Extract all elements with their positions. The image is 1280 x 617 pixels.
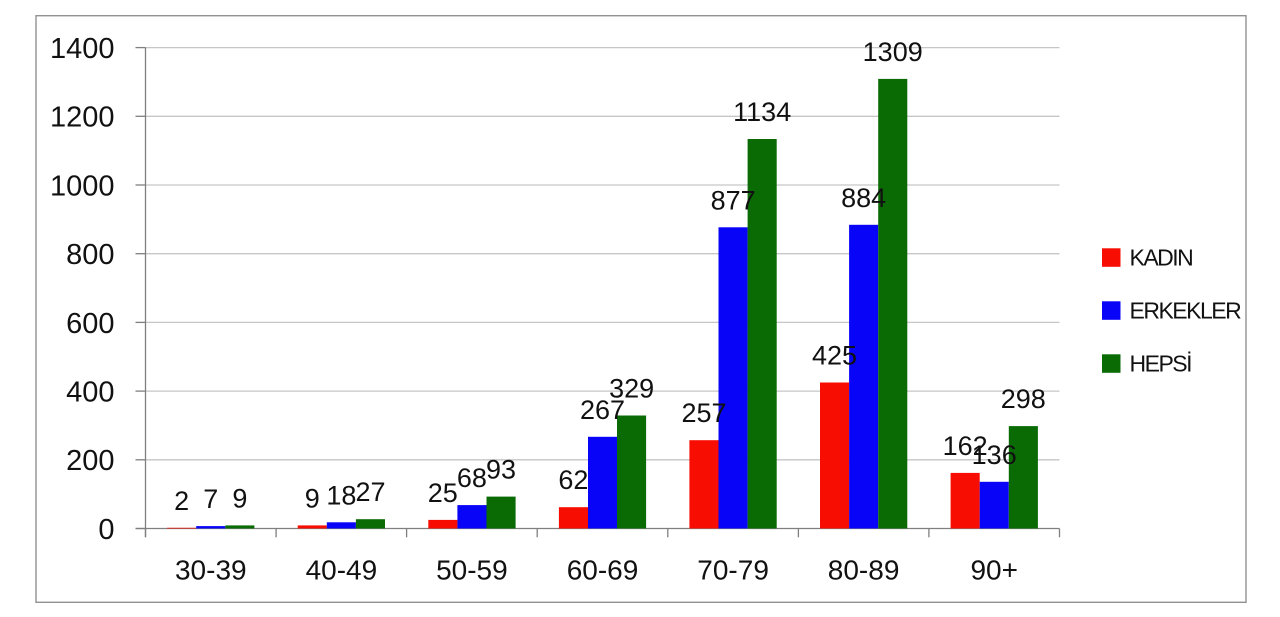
svg-text:257: 257 xyxy=(681,398,726,428)
svg-text:50-59: 50-59 xyxy=(436,555,508,586)
svg-text:62: 62 xyxy=(558,465,588,495)
svg-text:18: 18 xyxy=(326,480,356,510)
svg-text:1200: 1200 xyxy=(50,102,115,134)
svg-text:800: 800 xyxy=(66,239,114,271)
svg-text:884: 884 xyxy=(841,183,886,213)
svg-text:90+: 90+ xyxy=(970,555,1018,586)
svg-text:93: 93 xyxy=(486,455,516,485)
svg-text:162: 162 xyxy=(943,431,988,461)
svg-text:27: 27 xyxy=(355,477,385,507)
svg-text:40-49: 40-49 xyxy=(306,555,378,586)
svg-text:KADIN: KADIN xyxy=(1130,245,1193,271)
svg-text:600: 600 xyxy=(66,308,114,340)
svg-text:60-69: 60-69 xyxy=(567,555,639,586)
svg-text:400: 400 xyxy=(66,377,114,409)
svg-text:7: 7 xyxy=(203,484,218,514)
svg-text:9: 9 xyxy=(305,483,320,513)
svg-text:329: 329 xyxy=(609,374,654,404)
svg-text:200: 200 xyxy=(66,445,114,477)
svg-text:30-39: 30-39 xyxy=(175,555,247,586)
svg-text:1134: 1134 xyxy=(733,97,791,127)
svg-text:25: 25 xyxy=(428,478,458,508)
svg-text:68: 68 xyxy=(457,463,487,493)
svg-text:267: 267 xyxy=(580,395,625,425)
svg-text:1309: 1309 xyxy=(863,37,923,67)
svg-text:HEPSİ: HEPSİ xyxy=(1130,351,1192,377)
svg-text:1000: 1000 xyxy=(50,170,115,202)
svg-text:70-79: 70-79 xyxy=(697,555,769,586)
svg-text:425: 425 xyxy=(812,341,857,371)
svg-text:136: 136 xyxy=(972,440,1017,470)
svg-text:80-89: 80-89 xyxy=(828,555,900,586)
svg-text:298: 298 xyxy=(1001,384,1046,414)
svg-text:877: 877 xyxy=(711,185,756,215)
svg-text:0: 0 xyxy=(98,514,114,546)
svg-text:9: 9 xyxy=(232,483,247,513)
svg-text:2: 2 xyxy=(174,486,189,516)
svg-text:ERKEKLER: ERKEKLER xyxy=(1130,298,1242,324)
svg-text:1400: 1400 xyxy=(50,33,115,65)
